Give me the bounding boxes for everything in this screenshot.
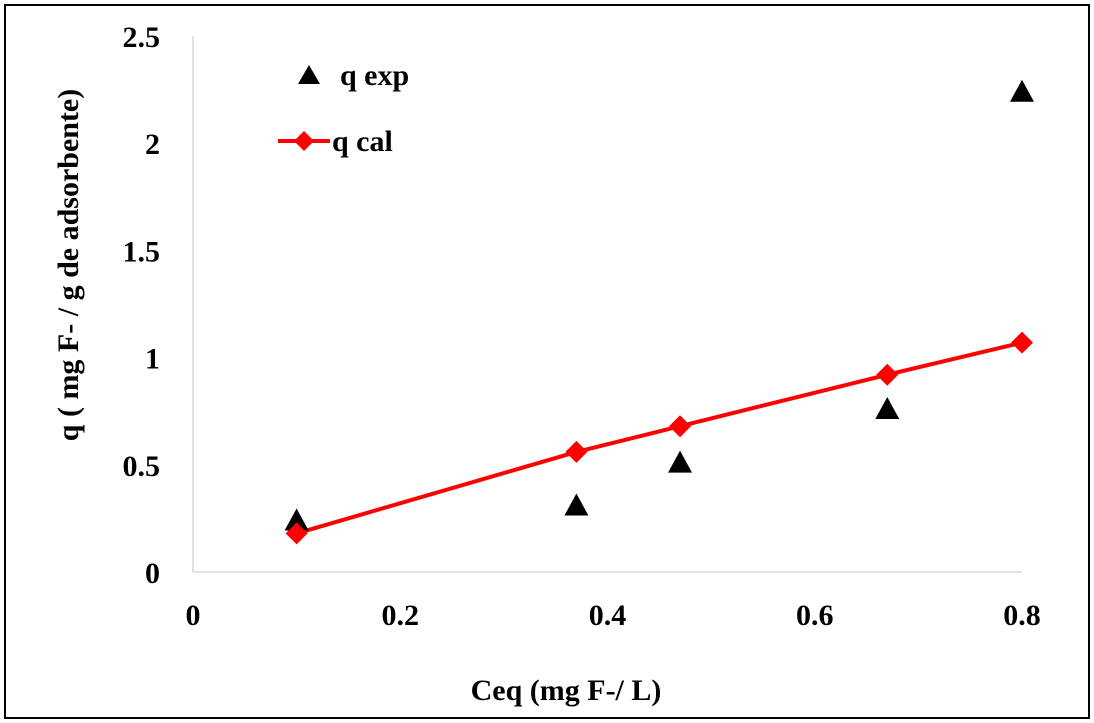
x-tick-labels: 0 0.2 0.4 0.6 0.8 xyxy=(186,599,1041,632)
data-point-q-exp xyxy=(668,450,693,473)
x-axis-title: Ceq (mg F-/ L) xyxy=(471,674,662,707)
data-point-q-exp xyxy=(1010,79,1034,102)
legend-marker-q-exp xyxy=(298,65,320,84)
x-tick-label: 0.6 xyxy=(796,599,834,632)
data-point-q-exp xyxy=(875,397,900,420)
chart-frame xyxy=(4,4,1090,719)
y-axis-title: q ( mg F- / g de adsorbente) xyxy=(52,89,85,441)
y-tick-label: 2.5 xyxy=(123,21,161,54)
legend-label-q-exp: q exp xyxy=(340,59,409,92)
data-point-q-cal xyxy=(565,440,588,463)
legend-label-q-cal: q cal xyxy=(332,125,393,158)
data-point-q-cal xyxy=(669,415,692,438)
legend: q exp q cal xyxy=(278,59,409,158)
x-tick-label: 0.2 xyxy=(382,599,420,632)
data-point-q-cal xyxy=(876,363,899,386)
y-tick-label: 0 xyxy=(145,557,160,590)
data-point-q-exp xyxy=(564,493,589,516)
y-tick-labels: 0 0.5 1 1.5 2 2.5 xyxy=(123,21,161,590)
legend-marker-q-cal xyxy=(294,131,314,151)
x-tick-label: 0 xyxy=(186,599,201,632)
series-layer xyxy=(284,79,1034,545)
y-tick-label: 1.5 xyxy=(123,235,161,268)
data-point-q-cal xyxy=(285,522,308,545)
y-tick-label: 0.5 xyxy=(123,450,161,483)
data-point-q-exp xyxy=(284,508,309,531)
axes xyxy=(192,36,1022,573)
x-tick-label: 0.8 xyxy=(1003,599,1041,632)
y-tick-label: 1 xyxy=(145,343,160,376)
x-tick-label: 0.4 xyxy=(589,599,627,632)
data-point-q-cal xyxy=(1011,331,1033,354)
y-tick-label: 2 xyxy=(145,128,160,161)
series-line-q-cal xyxy=(296,340,1023,536)
